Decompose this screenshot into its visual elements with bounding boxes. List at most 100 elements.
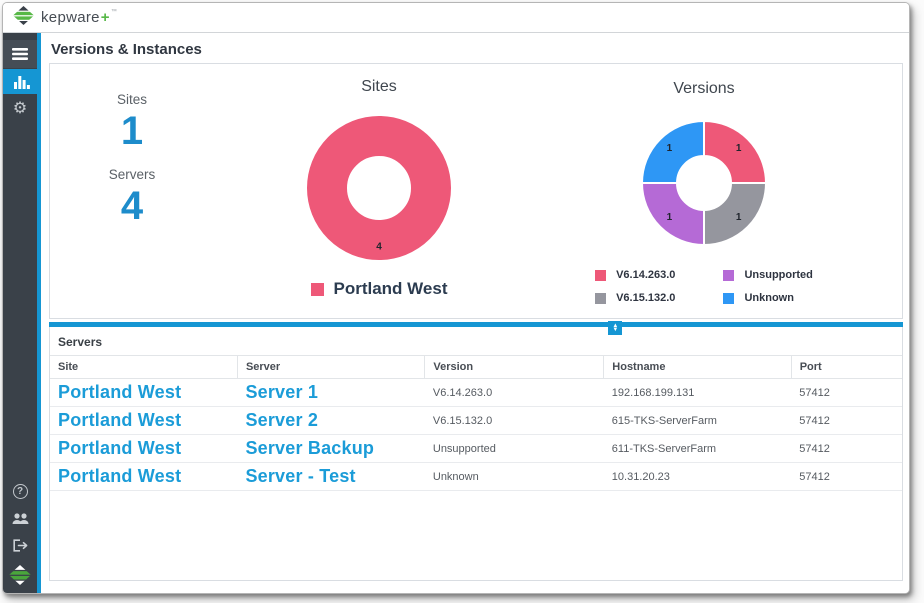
cell-version: V6.14.263.0 (424, 378, 604, 407)
versions-chart-block: Versions 1 1 1 1 V6.14.263.0 V6.15.132.0 Unsu… (554, 64, 854, 304)
column-header-port[interactable]: Port (791, 356, 902, 379)
legend-swatch-icon (595, 269, 607, 281)
versions-chart-title: Versions (673, 80, 735, 97)
donut-segment-Unsupported[interactable] (640, 182, 705, 247)
column-header-site[interactable]: Site (50, 356, 238, 379)
table-header-row: Site Server Version Hostname Port (50, 356, 902, 379)
sites-donut-chart[interactable]: 4 (299, 108, 459, 273)
legend-swatch-icon (595, 292, 607, 304)
stat-value-sites: 1 (120, 109, 144, 153)
sidebar-item-users[interactable] (3, 506, 37, 531)
column-header-version[interactable]: Version (424, 356, 605, 379)
sidebar-item-dashboard[interactable] (3, 69, 41, 94)
cell-server[interactable]: Server 2 (237, 406, 425, 435)
app-window: kepware+™ (2, 2, 910, 594)
legend-label: Unknown (744, 292, 794, 304)
cell-version: Unknown (424, 462, 604, 491)
stat-value-servers: 4 (120, 184, 144, 228)
sidebar-item-logout[interactable] (3, 533, 37, 558)
cell-hostname: 192.168.199.131 (603, 378, 792, 407)
legend-label: Unsupported (744, 269, 813, 281)
versions-donut-chart[interactable]: 1 1 1 1 (639, 118, 769, 253)
cell-version: V6.15.132.0 (424, 406, 604, 435)
donut-segment-Portland West[interactable] (307, 116, 451, 260)
stats-block: Sites 1 Servers 4 (50, 64, 214, 242)
servers-panel-title: Servers (50, 327, 902, 356)
cell-port: 57412 (791, 406, 902, 435)
hamburger-menu-icon (12, 48, 28, 60)
cell-server[interactable]: Server Backup (237, 434, 425, 463)
legend-label: Portland West (333, 279, 448, 298)
sidebar-item-help[interactable]: ? (3, 479, 37, 504)
kepware-logo-icon (9, 565, 31, 585)
stat-label-servers: Servers (108, 167, 156, 182)
resize-up-down-icon: ▲ (612, 322, 619, 329)
cell-site[interactable]: Portland West (50, 406, 238, 435)
legend-swatch-icon (723, 269, 735, 281)
donut-value-label: 1 (667, 212, 673, 223)
page-title: Versions & Instances (51, 41, 202, 58)
legend-item-V6.14.263.0[interactable]: V6.14.263.0 (595, 269, 675, 281)
stat-label-sites: Sites (116, 92, 147, 107)
brand-trademark: ™ (110, 9, 118, 15)
table-row[interactable]: Portland West Server 2 V6.15.132.0 615-TKS-… (50, 406, 902, 435)
cell-site[interactable]: Portland West (50, 434, 238, 463)
cell-port: 57412 (791, 378, 902, 407)
cell-port: 57412 (791, 462, 902, 491)
sidebar-spacer (3, 120, 37, 477)
donut-value-label: 1 (667, 143, 673, 154)
donut-segment-V6.15.132.0[interactable] (703, 182, 768, 247)
legend-item-Unknown[interactable]: Unknown (723, 292, 812, 304)
donut-segment-V6.14.263.0[interactable] (703, 119, 768, 184)
main-content: Versions & Instances Sites 1 Servers 4 S… (41, 33, 909, 593)
donut-value-label: 1 (736, 212, 742, 223)
cell-site[interactable]: Portland West (50, 462, 238, 491)
bar-chart-icon (14, 75, 30, 89)
donut-value-label: 1 (736, 143, 742, 154)
brand-logo[interactable]: kepware+™ (13, 5, 118, 30)
servers-table: Site Server Version Hostname Port Portland W… (50, 356, 902, 491)
overview-panel: Sites 1 Servers 4 Sites 4 Portland West … (49, 63, 903, 319)
legend-swatch-icon (310, 282, 324, 296)
legend-item-Portland West[interactable]: Portland West (310, 279, 448, 299)
legend-label: V6.14.263.0 (616, 269, 676, 281)
users-icon (12, 512, 29, 525)
sites-chart-block: Sites 4 Portland West (214, 64, 544, 299)
resize-up-down-icon: ▼ (612, 327, 619, 333)
donut-value-label: 4 (376, 242, 382, 253)
panel-splitter: ▲ ▼ (49, 321, 903, 335)
sidebar: ⚙ ? (3, 33, 41, 593)
brand-name: kepware+™ (41, 9, 118, 26)
sidebar-item-settings[interactable]: ⚙ (3, 96, 37, 120)
cell-server[interactable]: Server - Test (237, 462, 425, 491)
servers-panel: Servers Site Server Version Hostname Port Po… (49, 327, 903, 581)
cell-site[interactable]: Portland West (50, 378, 238, 407)
brand-plus: + (100, 9, 110, 26)
sites-chart-legend: Portland West (310, 279, 448, 299)
sidebar-kepware-logo (3, 560, 37, 590)
legend-item-Unsupported[interactable]: Unsupported (723, 269, 813, 281)
table-row[interactable]: Portland West Server Backup Unsupported 611… (50, 434, 902, 463)
app-header: kepware+™ (3, 3, 909, 33)
donut-segment-Unknown[interactable] (640, 119, 705, 184)
cell-hostname: 611-TKS-ServerFarm (603, 434, 792, 463)
kepware-logo-icon (13, 5, 34, 30)
sites-chart-title: Sites (361, 78, 397, 95)
table-row[interactable]: Portland West Server 1 V6.14.263.0 192.168.… (50, 378, 902, 407)
legend-label: V6.15.132.0 (616, 292, 676, 304)
splitter-resize-handle[interactable]: ▲ ▼ (608, 321, 623, 335)
gear-icon: ⚙ (12, 98, 28, 117)
legend-item-V6.15.132.0[interactable]: V6.15.132.0 (595, 292, 675, 304)
versions-chart-legend: V6.14.263.0 V6.15.132.0 Unsupported Unknown (595, 269, 813, 304)
sidebar-menu-button[interactable] (3, 40, 37, 68)
cell-hostname: 615-TKS-ServerFarm (603, 406, 792, 435)
column-header-hostname[interactable]: Hostname (603, 356, 792, 379)
table-row[interactable]: Portland West Server - Test Unknown 10.31.2… (50, 462, 902, 491)
cell-port: 57412 (791, 434, 902, 463)
column-header-server[interactable]: Server (237, 356, 426, 379)
cell-server[interactable]: Server 1 (237, 378, 425, 407)
logout-icon (12, 539, 28, 552)
cell-hostname: 10.31.20.23 (603, 462, 792, 491)
legend-swatch-icon (723, 292, 735, 304)
help-icon: ? (12, 484, 28, 499)
